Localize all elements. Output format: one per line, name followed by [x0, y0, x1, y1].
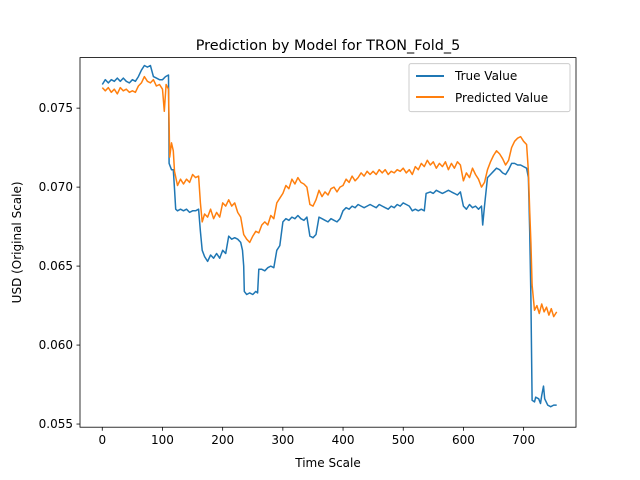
- legend-box: [408, 63, 571, 113]
- x-tick-label: 300: [271, 433, 294, 447]
- y-axis: 0.055 0.060 0.065 0.070 0.075: [39, 101, 80, 431]
- axes-frame: [79, 57, 577, 428]
- series-line-true-value: [101, 64, 557, 408]
- x-tick-label: 400: [332, 433, 355, 447]
- y-tick-label: 0.065: [39, 259, 73, 273]
- x-axis-label: Time Scale: [294, 456, 360, 470]
- series-line-predicted-value: [101, 75, 558, 318]
- y-tick-label: 0.070: [39, 180, 73, 194]
- y-tick-label: 0.055: [39, 417, 73, 431]
- x-tick-label: 600: [452, 433, 475, 447]
- y-tick-label: 0.075: [39, 101, 73, 115]
- y-axis-label: USD (Original Scale): [10, 181, 24, 303]
- legend: True Value Predicted Value: [408, 63, 571, 113]
- x-tick-label: 700: [512, 433, 535, 447]
- x-axis: 0 100 200 300 400 500 600 700: [98, 427, 535, 447]
- legend-label-predicted-value: Predicted Value: [455, 91, 548, 105]
- x-tick-label: 0: [98, 433, 106, 447]
- chart-title: Prediction by Model for TRON_Fold_5: [196, 38, 461, 54]
- y-tick-label: 0.060: [39, 338, 73, 352]
- series-layer: [101, 64, 558, 408]
- x-tick-label: 100: [151, 433, 174, 447]
- plot-area: [79, 57, 577, 428]
- x-tick-label: 500: [392, 433, 415, 447]
- x-tick-label: 200: [211, 433, 234, 447]
- legend-label-true-value: True Value: [454, 69, 517, 83]
